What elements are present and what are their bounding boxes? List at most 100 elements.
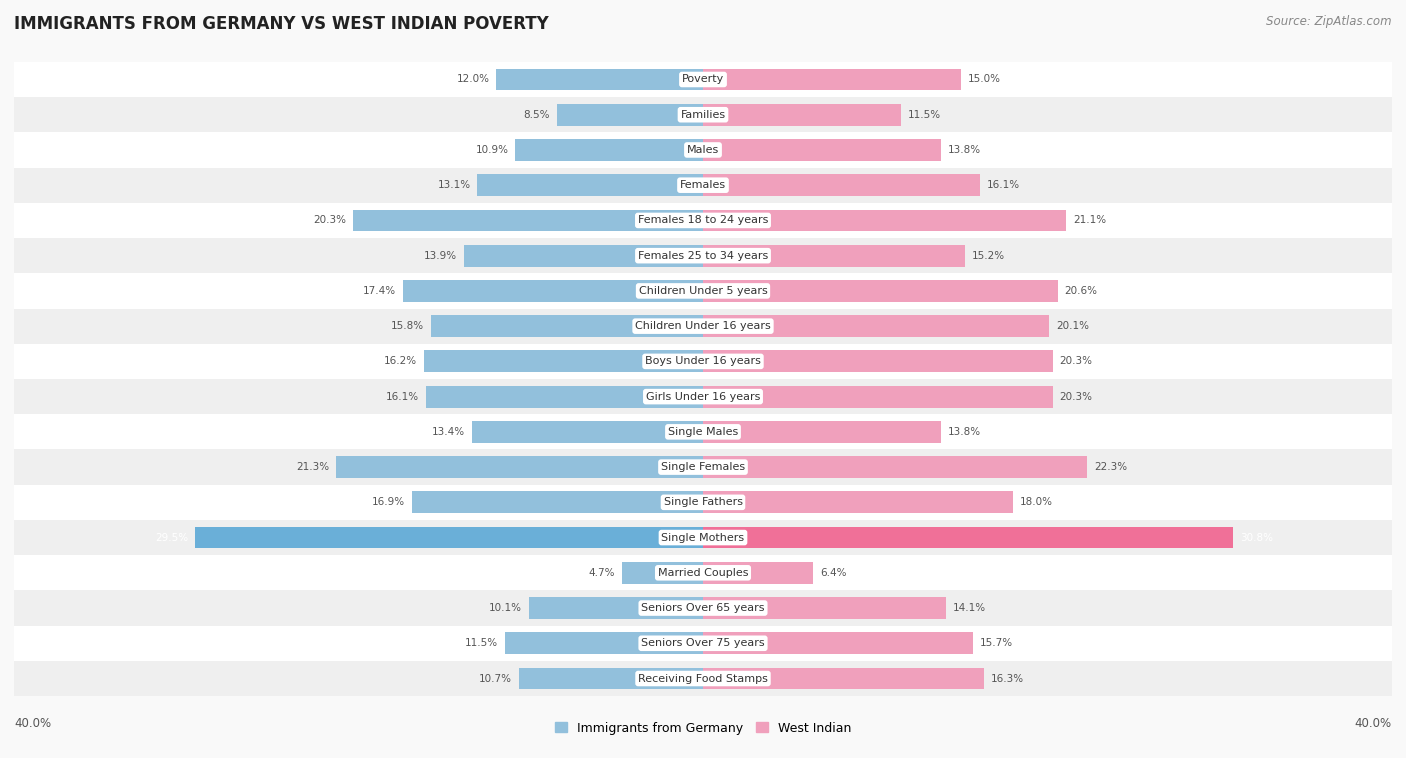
Bar [515, 139, 703, 161]
Bar [425, 350, 703, 372]
Text: 15.0%: 15.0% [969, 74, 1001, 84]
Bar [0, 414, 1406, 449]
Text: 8.5%: 8.5% [523, 110, 550, 120]
Bar [195, 527, 703, 549]
Text: 15.8%: 15.8% [391, 321, 425, 331]
Bar [0, 625, 1406, 661]
Text: Single Fathers: Single Fathers [664, 497, 742, 507]
Text: 20.6%: 20.6% [1064, 286, 1098, 296]
Bar [529, 597, 703, 619]
Bar [0, 590, 1406, 625]
Bar [703, 174, 980, 196]
Bar [412, 491, 703, 513]
Text: 40.0%: 40.0% [1355, 717, 1392, 730]
Bar [557, 104, 703, 126]
Bar [472, 421, 703, 443]
Bar [703, 562, 813, 584]
Bar [336, 456, 703, 478]
Text: 20.1%: 20.1% [1056, 321, 1090, 331]
Text: Single Mothers: Single Mothers [661, 533, 745, 543]
Text: 17.4%: 17.4% [363, 286, 396, 296]
Text: 18.0%: 18.0% [1019, 497, 1053, 507]
Bar [703, 386, 1053, 408]
Bar [703, 280, 1057, 302]
Bar [0, 555, 1406, 590]
Bar [353, 209, 703, 231]
Bar [703, 527, 1233, 549]
Text: Seniors Over 75 years: Seniors Over 75 years [641, 638, 765, 648]
Text: 16.1%: 16.1% [385, 392, 419, 402]
Bar [621, 562, 703, 584]
Text: 15.7%: 15.7% [980, 638, 1014, 648]
Text: Receiving Food Stamps: Receiving Food Stamps [638, 674, 768, 684]
Text: Females 18 to 24 years: Females 18 to 24 years [638, 215, 768, 225]
Text: 10.1%: 10.1% [489, 603, 522, 613]
Text: Children Under 5 years: Children Under 5 years [638, 286, 768, 296]
Bar [703, 68, 962, 90]
Text: 13.8%: 13.8% [948, 145, 981, 155]
Bar [703, 245, 965, 267]
Bar [703, 104, 901, 126]
Text: 16.2%: 16.2% [384, 356, 418, 366]
Bar [0, 344, 1406, 379]
Text: 12.0%: 12.0% [457, 74, 489, 84]
Text: 11.5%: 11.5% [908, 110, 941, 120]
Text: 11.5%: 11.5% [465, 638, 498, 648]
Text: 10.7%: 10.7% [479, 674, 512, 684]
Bar [703, 209, 1066, 231]
Text: 16.3%: 16.3% [991, 674, 1024, 684]
Legend: Immigrants from Germany, West Indian: Immigrants from Germany, West Indian [554, 722, 852, 735]
Text: Females: Females [681, 180, 725, 190]
Bar [703, 315, 1049, 337]
Bar [0, 133, 1406, 168]
Text: 15.2%: 15.2% [972, 251, 1005, 261]
Bar [703, 139, 941, 161]
Bar [478, 174, 703, 196]
Bar [0, 661, 1406, 696]
Bar [0, 309, 1406, 344]
Text: 16.9%: 16.9% [373, 497, 405, 507]
Text: Single Males: Single Males [668, 427, 738, 437]
Bar [0, 203, 1406, 238]
Text: Single Females: Single Females [661, 462, 745, 472]
Text: Females 25 to 34 years: Females 25 to 34 years [638, 251, 768, 261]
Bar [430, 315, 703, 337]
Bar [703, 632, 973, 654]
Text: 21.3%: 21.3% [297, 462, 329, 472]
Bar [703, 456, 1087, 478]
Text: Poverty: Poverty [682, 74, 724, 84]
Text: IMMIGRANTS FROM GERMANY VS WEST INDIAN POVERTY: IMMIGRANTS FROM GERMANY VS WEST INDIAN P… [14, 15, 548, 33]
Bar [703, 350, 1053, 372]
Bar [505, 632, 703, 654]
Text: 13.9%: 13.9% [423, 251, 457, 261]
Text: Males: Males [688, 145, 718, 155]
Text: 21.1%: 21.1% [1073, 215, 1107, 225]
Text: 10.9%: 10.9% [475, 145, 509, 155]
Bar [519, 668, 703, 690]
Bar [0, 274, 1406, 309]
Bar [496, 68, 703, 90]
Bar [703, 491, 1012, 513]
Text: 16.1%: 16.1% [987, 180, 1021, 190]
Bar [0, 97, 1406, 133]
Bar [0, 62, 1406, 97]
Text: 20.3%: 20.3% [314, 215, 346, 225]
Text: 29.5%: 29.5% [155, 533, 188, 543]
Bar [0, 484, 1406, 520]
Bar [703, 597, 946, 619]
Text: Families: Families [681, 110, 725, 120]
Text: 13.4%: 13.4% [432, 427, 465, 437]
Text: 4.7%: 4.7% [589, 568, 616, 578]
Text: Seniors Over 65 years: Seniors Over 65 years [641, 603, 765, 613]
Bar [0, 238, 1406, 274]
Text: 22.3%: 22.3% [1094, 462, 1128, 472]
Text: 13.8%: 13.8% [948, 427, 981, 437]
Text: Source: ZipAtlas.com: Source: ZipAtlas.com [1267, 15, 1392, 28]
Text: 20.3%: 20.3% [1060, 392, 1092, 402]
Text: 40.0%: 40.0% [14, 717, 51, 730]
Bar [404, 280, 703, 302]
Text: 13.1%: 13.1% [437, 180, 471, 190]
Bar [0, 379, 1406, 414]
Text: Children Under 16 years: Children Under 16 years [636, 321, 770, 331]
Bar [464, 245, 703, 267]
